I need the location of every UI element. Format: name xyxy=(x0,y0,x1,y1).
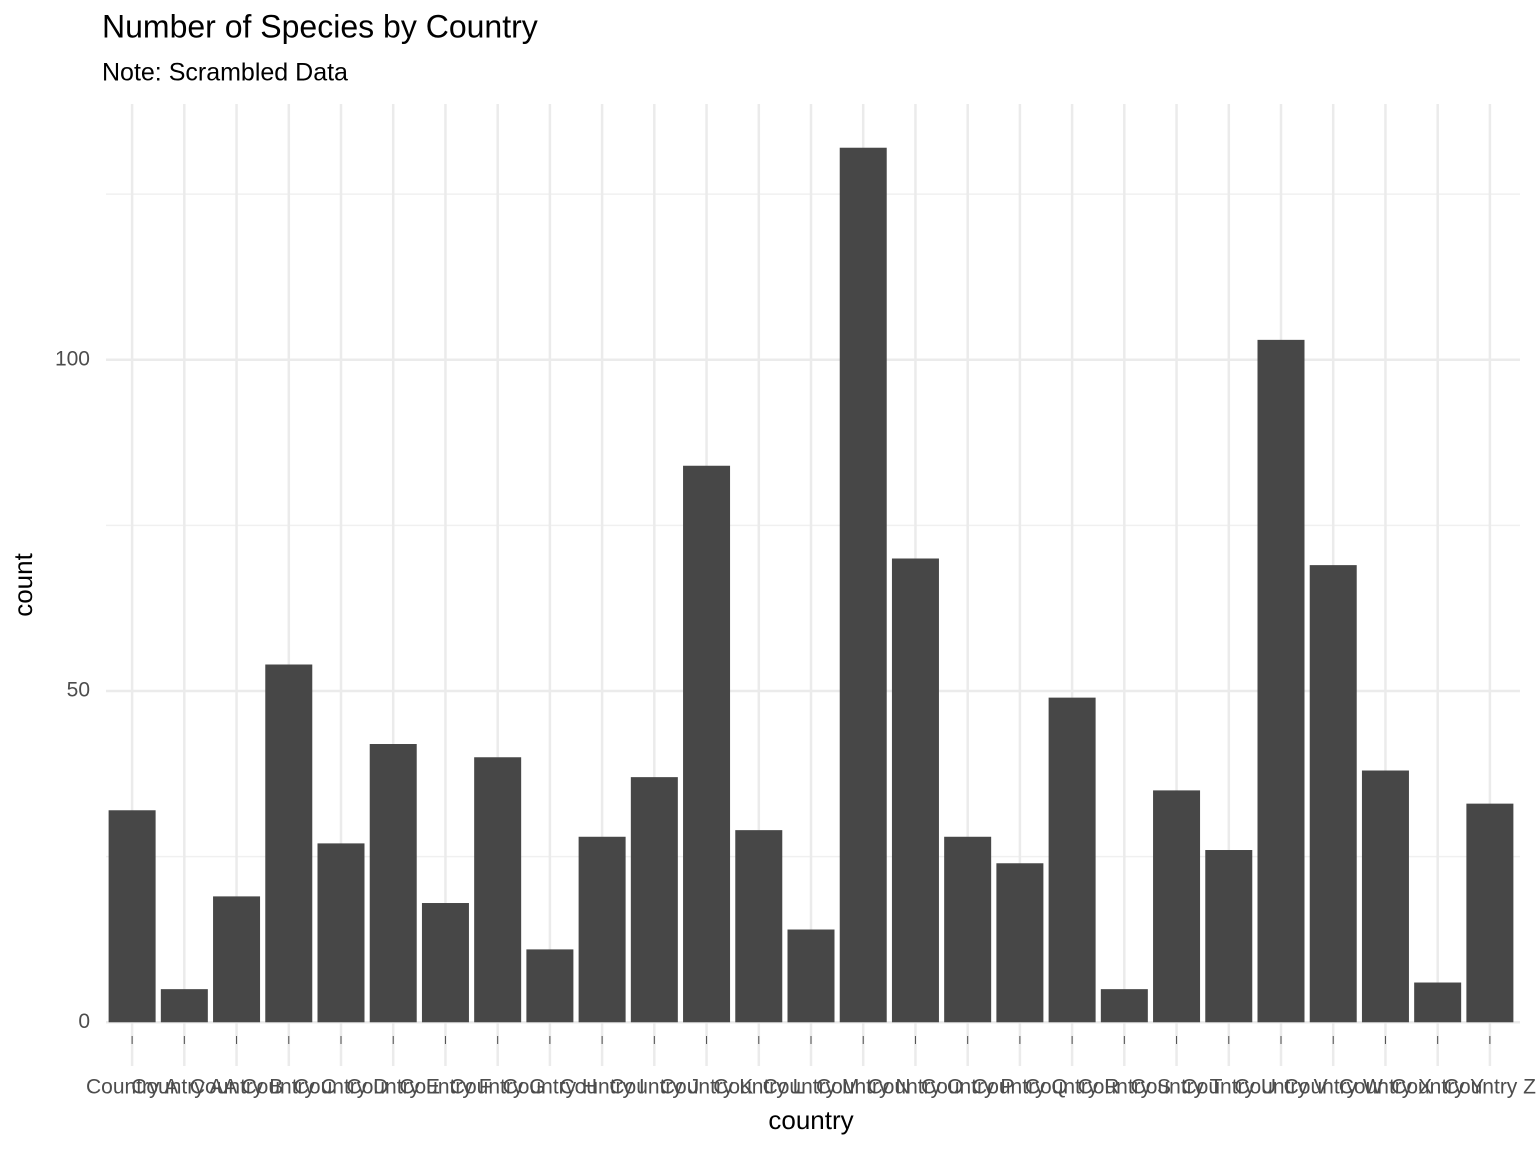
bar xyxy=(1205,850,1253,1023)
x-tick-label: Country L xyxy=(713,1076,804,1099)
x-tick-label: Country W xyxy=(1284,1076,1383,1099)
bar xyxy=(891,558,939,1023)
x-tick-label: Country R xyxy=(1025,1076,1120,1099)
y-axis-label: count xyxy=(8,552,38,616)
x-tick-label: Country Y xyxy=(1391,1076,1484,1099)
x-tick-label: Country U xyxy=(1182,1076,1277,1099)
chart-title: Number of Species by Country xyxy=(102,8,538,44)
x-tick-label: Country V xyxy=(1234,1076,1327,1099)
bar xyxy=(474,757,522,1023)
bar xyxy=(108,810,156,1023)
x-tick-label: Country H xyxy=(503,1076,598,1099)
y-tick-label: 100 xyxy=(55,347,90,370)
x-tick-label: Country P xyxy=(921,1076,1014,1099)
x-tick-label: Country T xyxy=(1131,1076,1223,1099)
bar xyxy=(735,830,783,1023)
bar xyxy=(1100,989,1148,1023)
x-tick-label: Country G xyxy=(450,1076,546,1099)
x-axis-label: country xyxy=(768,1105,853,1135)
bar xyxy=(944,836,992,1023)
x-tick-label: Country C xyxy=(242,1076,337,1099)
x-tick-label: Country E xyxy=(347,1076,440,1099)
bar xyxy=(1257,339,1305,1023)
x-tick-label: Country Z xyxy=(1444,1076,1536,1099)
x-tick-label: Country F xyxy=(399,1076,491,1099)
x-tick-label: Country A xyxy=(86,1076,178,1099)
bar xyxy=(526,949,574,1023)
x-tick-label: Country X xyxy=(1339,1076,1432,1099)
x-tick-label: Country B xyxy=(190,1076,283,1099)
bar xyxy=(630,777,678,1023)
bar xyxy=(839,147,887,1023)
x-tick-label: Country AA xyxy=(131,1076,237,1099)
bar xyxy=(160,989,208,1023)
y-tick-label: 0 xyxy=(78,1010,90,1033)
bar xyxy=(1414,982,1462,1023)
bar xyxy=(683,465,731,1023)
x-tick-label: Country O xyxy=(868,1076,964,1099)
bar xyxy=(1048,697,1096,1023)
bar xyxy=(265,664,313,1023)
chart-subtitle: Note: Scrambled Data xyxy=(102,59,348,87)
bar xyxy=(317,843,365,1023)
bar xyxy=(369,744,417,1023)
bar xyxy=(996,863,1044,1023)
bar xyxy=(421,903,469,1023)
bar xyxy=(1309,565,1357,1023)
x-tick-label: Country Q xyxy=(972,1076,1068,1099)
bar xyxy=(787,929,835,1023)
bar xyxy=(1361,770,1409,1023)
x-tick-label: Country J xyxy=(609,1076,699,1099)
x-tick-label: Country M xyxy=(763,1076,860,1099)
x-tick-label: Country N xyxy=(816,1076,911,1099)
x-tick-label: Country D xyxy=(294,1076,389,1099)
bar xyxy=(213,896,261,1023)
bar xyxy=(1466,803,1514,1023)
y-tick-label: 50 xyxy=(67,679,90,702)
bar xyxy=(578,836,626,1023)
x-tick-label: Country I xyxy=(560,1076,645,1099)
x-tick-label: Country K xyxy=(660,1076,753,1099)
bar xyxy=(1153,790,1201,1023)
x-tick-label: Country S xyxy=(1078,1076,1171,1099)
